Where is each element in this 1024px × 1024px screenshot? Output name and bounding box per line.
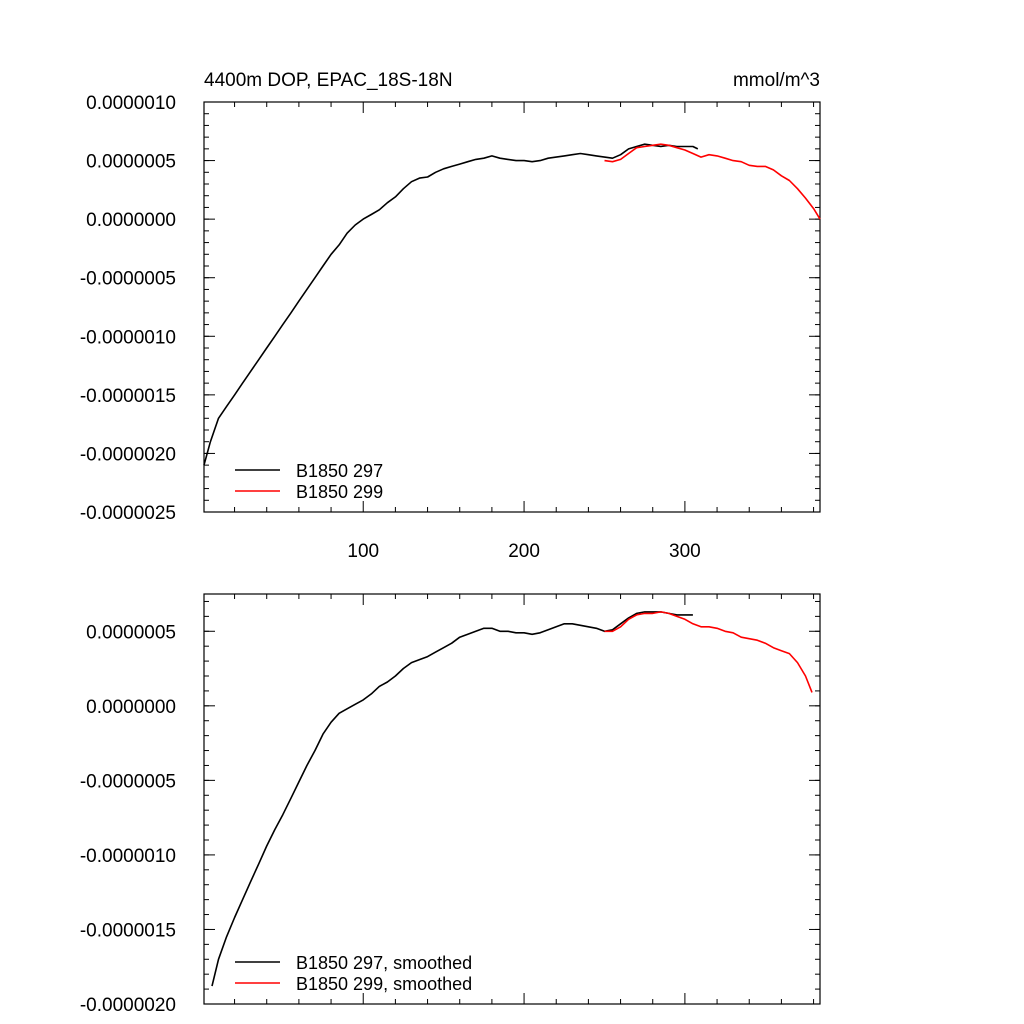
x-tick-label: 300 (669, 541, 701, 562)
y-tick-label: 0.0000000 (86, 697, 176, 718)
top-axis-ticks: -0.0000025 -0.0000020 -0.0000015 -0.0000010… (80, 93, 820, 562)
y-tick-label: 0.0000010 (86, 93, 176, 114)
y-tick-label: -0.0000025 (80, 503, 176, 524)
top-plot-frame (203, 101, 821, 513)
units-label: mmol/m^3 (733, 70, 820, 91)
legend-label-299: B1850 299 (296, 482, 383, 502)
bottom-series-lines (211, 611, 813, 987)
y-tick-label: -0.0000005 (80, 269, 176, 290)
chart-title: 4400m DOP, EPAC_18S-18N (204, 70, 453, 91)
series-line-red (604, 611, 813, 693)
y-tick-label: -0.0000020 (80, 995, 176, 1016)
bottom-panel: -0.0000020 -0.0000015 -0.0000010 -0.0000005… (80, 593, 821, 1016)
y-tick-label: 0.0000005 (86, 622, 176, 643)
bottom-legend: B1850 297, smoothed B1850 299, smoothed (235, 953, 472, 994)
y-tick-label: 0.0000005 (86, 152, 176, 173)
y-tick-label: -0.0000015 (80, 920, 176, 941)
legend-label-299-smoothed: B1850 299, smoothed (296, 974, 472, 994)
series-line-black (203, 143, 699, 466)
x-tick-label: 200 (508, 541, 540, 562)
y-tick-label: -0.0000010 (80, 327, 176, 348)
legend-label-297: B1850 297 (296, 461, 383, 481)
y-tick-label: -0.0000015 (80, 386, 176, 407)
series-line-black (211, 611, 693, 987)
legend-label-297-smoothed: B1850 297, smoothed (296, 953, 472, 973)
top-series-lines (203, 143, 821, 466)
top-legend: B1850 297 B1850 299 (235, 461, 383, 502)
series-line-red (604, 143, 821, 220)
y-tick-label: -0.0000005 (80, 771, 176, 792)
y-tick-label: -0.0000020 (80, 444, 176, 465)
y-tick-label: -0.0000010 (80, 846, 176, 867)
bottom-axis-ticks: -0.0000020 -0.0000015 -0.0000010 -0.0000005… (80, 594, 820, 1016)
y-tick-label: 0.0000000 (86, 210, 176, 231)
x-tick-label: 100 (347, 541, 379, 562)
bottom-plot-frame (203, 593, 821, 1005)
top-panel: 4400m DOP, EPAC_18S-18N mmol/m^3 -0.0000… (80, 70, 821, 562)
